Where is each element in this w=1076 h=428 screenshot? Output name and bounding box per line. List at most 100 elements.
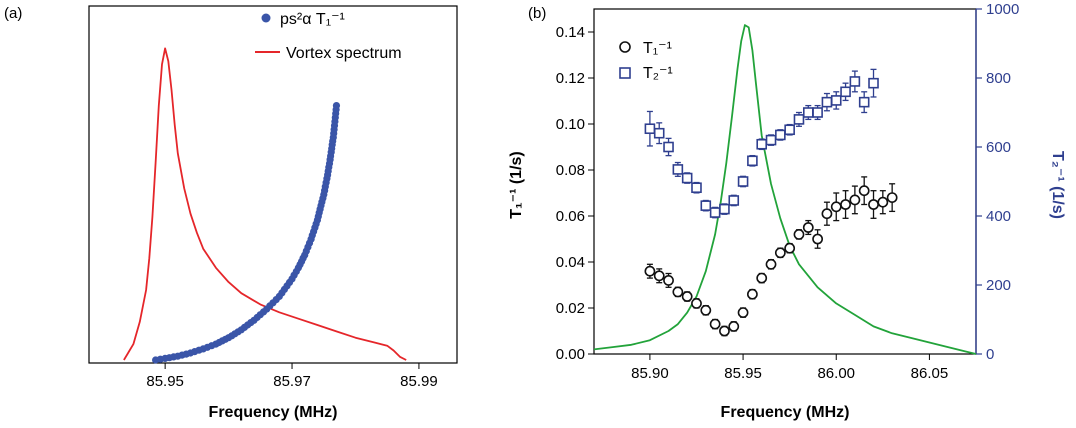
panel-a-frame	[88, 5, 458, 364]
t2-data-point	[691, 182, 702, 194]
t1-data-point	[877, 196, 889, 208]
t1-data-point	[784, 242, 796, 254]
t1-data-point	[886, 192, 898, 203]
legend-marker-t2-square	[619, 67, 631, 79]
t2-data-point	[747, 155, 758, 167]
panel-b-y-tick-label: 0.08	[556, 162, 585, 179]
legend-label-t1: T₁⁻¹	[643, 40, 672, 57]
t2-data-point	[700, 200, 712, 211]
t1-data-point	[719, 325, 730, 337]
t2-data-point	[775, 129, 786, 141]
t2-data-point	[849, 76, 861, 87]
t2-data-point	[830, 95, 842, 106]
legend-marker-blue-dot	[261, 13, 271, 23]
vortex-spectrum-green-line	[593, 24, 977, 355]
t1-data-point	[672, 286, 684, 298]
t2-data-point	[793, 114, 805, 125]
t1-data-point	[709, 318, 721, 330]
t2-data-point	[672, 164, 684, 175]
t1-data-point	[737, 307, 749, 318]
panel-b-y-axis-title-right: T₂⁻¹ (1/s)	[1049, 151, 1066, 219]
panel-b-y-tick-label: 0.14	[556, 24, 585, 41]
t1-data-point	[830, 201, 842, 213]
panel-a-x-axis-title: Frequency (MHz)	[209, 404, 338, 421]
panel-b-x-tick-label: 85.90	[631, 365, 669, 382]
t1-data-point	[765, 258, 777, 270]
t2-data-point	[765, 134, 777, 146]
ps2-t1-data-point	[332, 102, 341, 110]
legend-label-t2: T₂⁻¹	[643, 65, 673, 82]
t1-data-point	[653, 270, 665, 282]
panel-b-right-y-tick-label: 800	[986, 70, 1011, 87]
t2-data-point	[728, 195, 740, 206]
panel-b-right-y-tick-label: 400	[986, 208, 1011, 225]
legend-label-vortex-spectrum: Vortex spectrum	[286, 45, 402, 62]
t2-data-point	[821, 96, 833, 108]
panel-b-legend: T₁⁻¹ T₂⁻¹	[619, 40, 673, 82]
t2-data-point	[737, 176, 749, 187]
t1-data-point	[868, 199, 879, 210]
panel-a-x-ticks: 85.95 85.97 85.99	[146, 363, 438, 390]
t1-data-point	[746, 288, 758, 300]
panel-a: (a) 85.95 85.97 85.99 Frequency (MHz) ps²α…	[4, 5, 458, 421]
panel-a-plot	[123, 47, 407, 364]
t1-data-point	[821, 208, 833, 220]
panel-a-x-tick-label: 85.95	[146, 373, 184, 390]
panel-b-y-tick-label: 0.04	[556, 254, 585, 271]
t1-data-point	[774, 247, 786, 259]
panel-b-ticks: 85.90 85.95 86.00 86.05 0.00 0.02 0.04 0.06 0.08…	[556, 1, 1020, 382]
panel-b-y-tick-label: 0.00	[556, 346, 585, 363]
panel-b: (b) 85.90 85.95 86.00 86.05 0.00 0.02 0.04 0.06…	[508, 1, 1066, 421]
t1-data-point	[858, 185, 870, 197]
t2-data-point	[868, 77, 879, 89]
panel-b-y-tick-label: 0.02	[556, 300, 585, 317]
panel-a-x-tick-label: 85.97	[273, 373, 311, 390]
t2-data-point	[858, 96, 870, 108]
t1-data-point	[728, 320, 740, 332]
t1-data-point	[756, 272, 768, 284]
t2-data-point	[719, 203, 730, 215]
t2-data-point	[653, 127, 665, 139]
t2-data-point	[784, 124, 795, 136]
t1-data-point	[812, 233, 824, 245]
t1-data-point	[700, 304, 712, 316]
t2-data-point	[756, 138, 768, 150]
t1-data-point	[663, 274, 674, 286]
t1-data-point	[644, 265, 656, 277]
panel-b-label: (b)	[528, 5, 546, 22]
t2-data-point	[644, 123, 656, 135]
panel-b-y-tick-label: 0.12	[556, 70, 585, 87]
panel-b-x-tick-label: 85.95	[724, 365, 762, 382]
panel-b-y-tick-label: 0.10	[556, 116, 585, 133]
panel-b-right-y-tick-label: 600	[986, 139, 1011, 156]
t2-data-point	[802, 107, 814, 118]
panel-b-right-y-tick-label: 1000	[986, 1, 1019, 18]
t2-data-point	[812, 107, 823, 118]
t2-data-point	[709, 207, 721, 218]
t1-data-point	[691, 297, 702, 309]
panel-b-y-tick-label: 0.06	[556, 208, 585, 225]
t1-data-point	[849, 194, 861, 206]
panel-b-x-axis-title: Frequency (MHz)	[721, 404, 850, 421]
panel-b-x-tick-label: 86.05	[911, 365, 949, 382]
t2-data-point	[840, 86, 851, 98]
t1-data-point	[840, 199, 851, 210]
t1-data-point	[802, 222, 814, 233]
panel-b-right-y-tick-label: 200	[986, 277, 1011, 294]
panel-b-frame	[593, 8, 977, 355]
panel-a-legend: ps²α T₁⁻¹ Vortex spectrum	[255, 11, 402, 62]
panel-b-plot	[593, 24, 977, 355]
t2-data-point	[663, 141, 674, 153]
panel-b-y-axis-title-left: T₁⁻¹ (1/s)	[508, 151, 525, 219]
t2-data-point	[681, 172, 693, 184]
panel-a-label: (a)	[4, 5, 22, 22]
legend-label-ps2-t1: ps²α T₁⁻¹	[280, 11, 345, 28]
t1-data-point	[681, 291, 693, 302]
vortex-spectrum-line	[123, 47, 407, 361]
t1-data-point	[793, 228, 805, 240]
panel-b-x-tick-label: 86.00	[817, 365, 855, 382]
legend-marker-t1-circle	[619, 41, 631, 53]
panel-b-right-y-tick-label: 0	[986, 346, 994, 363]
panel-a-x-tick-label: 85.99	[400, 373, 438, 390]
